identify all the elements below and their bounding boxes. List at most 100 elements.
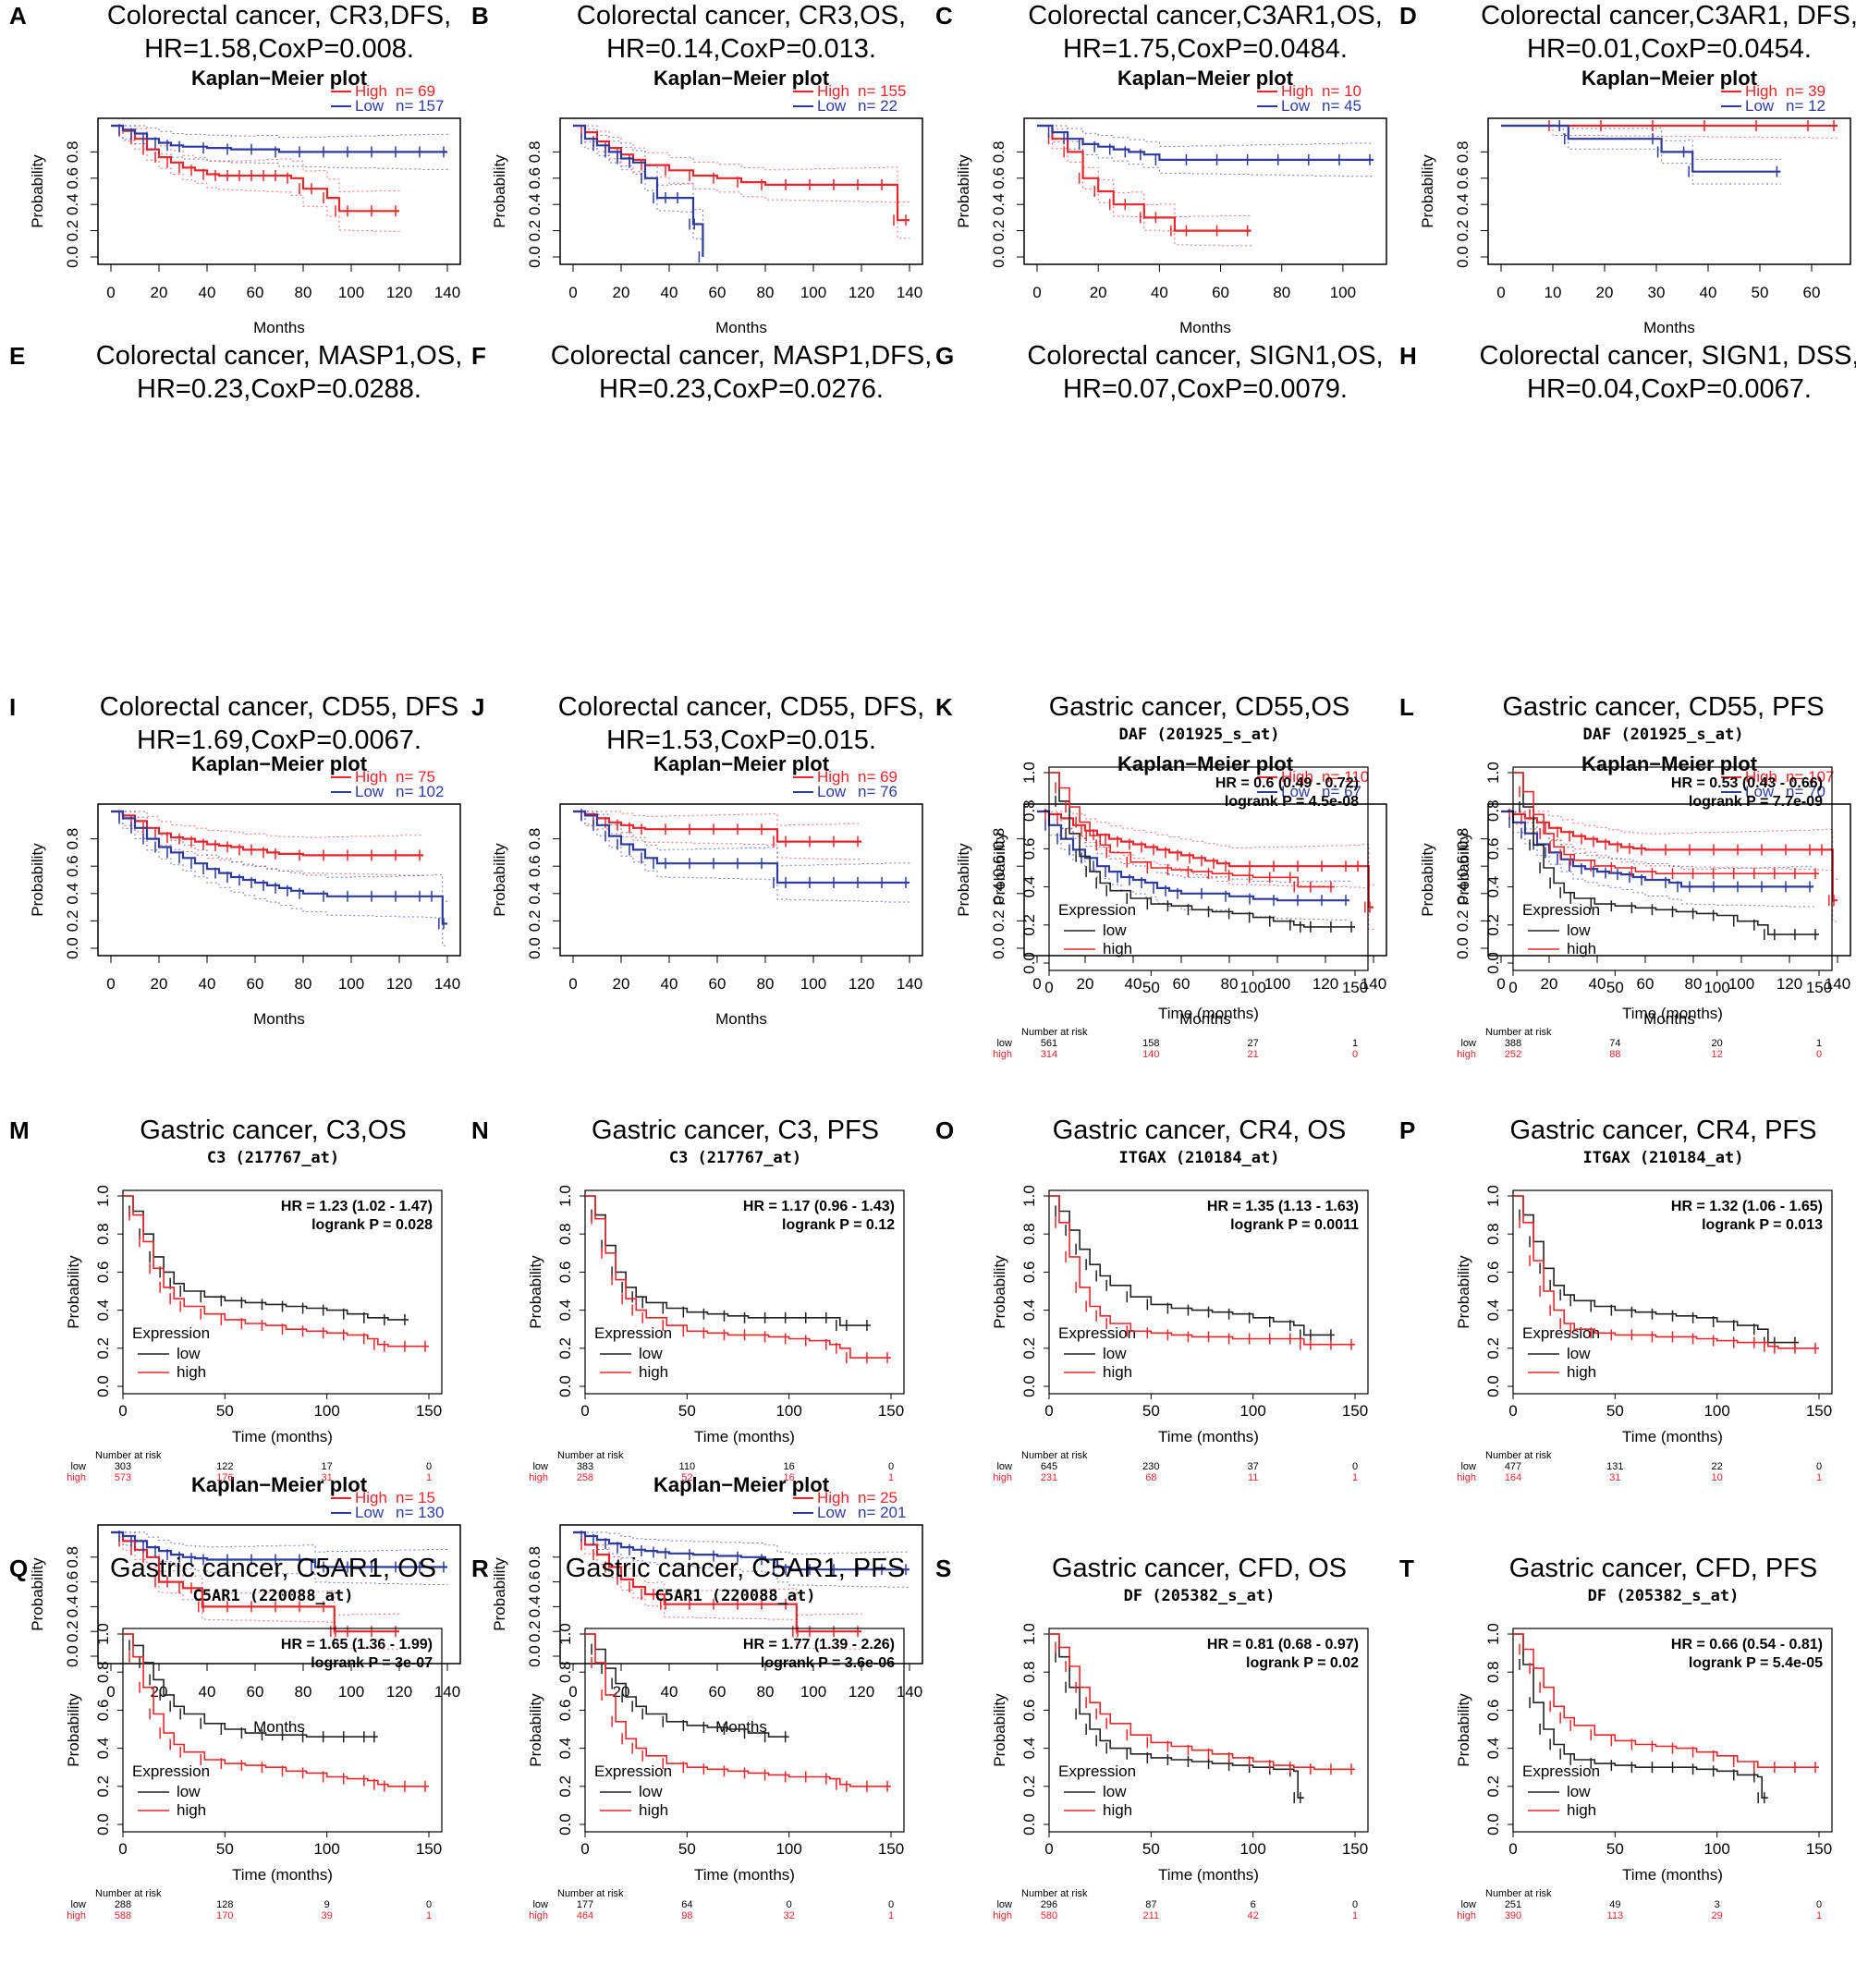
legend-title: Expression: [1522, 1324, 1600, 1342]
risk-value: 29: [1712, 1910, 1723, 1921]
legend-title: Expression: [1522, 1762, 1600, 1780]
y-tick-label: 0.0: [1454, 937, 1471, 959]
legend-count: n= 107: [1786, 768, 1834, 786]
survival-curve-low: [1037, 124, 1374, 161]
x-axis-label: Months: [1179, 319, 1231, 336]
legend-label: High: [1745, 82, 1777, 100]
panel-label: F: [471, 342, 486, 370]
y-tick-label: 0.8: [526, 1546, 543, 1568]
risk-value: 1: [1352, 1038, 1358, 1049]
x-tick-label: 20: [1077, 975, 1094, 993]
chart-title: Gastric cancer, CR4, OS: [1053, 1116, 1347, 1145]
ci-lower-low: [111, 125, 448, 170]
hazard-ratio: HR = 1.17 (0.96 - 1.43): [743, 1199, 895, 1214]
panel-label: N: [471, 1116, 489, 1144]
x-tick-label: 100: [1239, 1840, 1265, 1858]
ci-upper-low: [1501, 811, 1814, 871]
y-tick-label: 0.6: [64, 855, 81, 877]
ci-lower-high: [111, 1531, 400, 1650]
legend-count: n= 10: [1322, 82, 1361, 100]
chart-subtitle: Kaplan−Meier plot: [191, 67, 368, 90]
y-tick-label: 0.2: [990, 910, 1007, 933]
survival-curve-low: [573, 810, 910, 884]
risk-value: 1: [426, 1472, 432, 1483]
x-tick-label: 100: [800, 975, 826, 993]
plot-frame: [584, 1628, 905, 1833]
y-tick-label: 0.4: [1020, 1299, 1038, 1322]
ci-lower-high: [1037, 125, 1252, 247]
risk-row-label: high: [529, 1910, 548, 1921]
y-tick-label: 0.6: [556, 1700, 574, 1722]
panel-label: D: [1399, 2, 1417, 30]
x-tick-label: 120: [849, 1683, 874, 1701]
y-tick-label: 0.2: [526, 220, 543, 242]
y-tick-label: 0.0: [990, 246, 1007, 268]
plot-frame: [1487, 803, 1851, 957]
y-tick-label: 0.8: [1484, 799, 1502, 822]
risk-row-label: high: [993, 1472, 1012, 1483]
y-tick-label: 0.4: [526, 193, 543, 215]
x-tick-label: 120: [849, 975, 874, 993]
x-axis-label: Time (months): [232, 1866, 333, 1884]
legend-label: low: [177, 1345, 201, 1362]
y-tick-label: 0.6: [94, 1700, 112, 1722]
panel-label: I: [9, 693, 16, 721]
hazard-ratio: HR = 0.53 (0.43 - 0.66): [1671, 775, 1823, 791]
panel-label: O: [935, 1116, 954, 1144]
y-axis-label: Probability: [29, 1557, 46, 1631]
x-tick-label: 0: [568, 1683, 577, 1701]
chart-subtitle: Kaplan−Meier plot: [1117, 67, 1294, 90]
risk-row-label: high: [529, 1472, 548, 1483]
survival-curve-low: [1513, 772, 1819, 935]
legend-label: high: [1567, 1801, 1596, 1819]
y-tick-label: 0.4: [556, 1299, 574, 1322]
plot-frame: [1512, 1189, 1833, 1395]
hazard-ratio: HR = 0.66 (0.54 - 0.81): [1671, 1637, 1823, 1653]
panel-I: I Colorectal cancer, CD55, DFS HR=1.69,Cox…: [9, 692, 461, 1736]
panel-F: F Colorectal cancer, MASP1,DFS,HR=0.23,Co…: [471, 341, 932, 1028]
x-tick-label: 20: [613, 284, 630, 301]
survival-curve-low: [111, 1531, 447, 1568]
logrank-p: logrank P = 5.4e-05: [1689, 1655, 1823, 1671]
ci-upper-low: [1501, 125, 1781, 160]
y-tick-label: 1.0: [556, 1623, 574, 1645]
y-tick-label: 0.6: [526, 1571, 543, 1593]
risk-table-title: Number at risk: [95, 1450, 162, 1461]
chart-subtitle: C5AR1 (220088_at): [655, 1587, 816, 1605]
y-tick-label: 0.8: [1454, 828, 1471, 850]
risk-value: 251: [1505, 1899, 1521, 1910]
panel-L: L Gastric cancer, CD55, PFS DAF (201925_s_…: [1399, 692, 1833, 1060]
risk-row-label: low: [996, 1038, 1012, 1049]
y-tick-label: 0.8: [990, 828, 1007, 850]
y-tick-label: 0.0: [1454, 246, 1471, 268]
survival-curve-low: [1501, 124, 1781, 173]
legend-label: Low: [817, 97, 847, 115]
survival-curve-low: [1049, 772, 1355, 928]
x-tick-label: 100: [1703, 1402, 1729, 1420]
ci-lower-high: [111, 811, 424, 876]
legend-count: n= 69: [858, 768, 897, 786]
survival-curve-high: [1049, 772, 1335, 888]
risk-value: 0: [1816, 1461, 1822, 1472]
panel-label: Q: [9, 1555, 28, 1582]
legend-label: Low: [1281, 97, 1311, 115]
risk-value: 128: [216, 1899, 233, 1910]
chart-subtitle: DAF (201925_s_at): [1119, 726, 1280, 744]
legend-label: High: [355, 82, 387, 100]
x-tick-label: 20: [1090, 284, 1107, 301]
legend-count: n= 70: [1786, 783, 1825, 800]
x-tick-label: 80: [295, 284, 312, 301]
y-tick-label: 0.2: [1020, 1775, 1038, 1798]
plot-frame: [1512, 766, 1833, 971]
x-tick-label: 100: [1703, 979, 1729, 996]
survival-curve-high: [123, 1633, 429, 1787]
x-axis-label: Months: [1643, 1010, 1695, 1028]
chart-title: Colorectal cancer,C3AR1, DFS,: [1481, 1, 1856, 30]
risk-value: 0: [426, 1461, 432, 1472]
y-tick-label: 0.4: [1020, 876, 1038, 898]
panel-H: H Colorectal cancer, SIGN1, DSS,HR=0.04,C…: [1399, 341, 1856, 1028]
x-axis-label: Months: [253, 1010, 305, 1028]
risk-value: 110: [679, 1461, 696, 1472]
risk-row-label: high: [1457, 1472, 1476, 1483]
risk-value: 10: [1712, 1472, 1723, 1483]
